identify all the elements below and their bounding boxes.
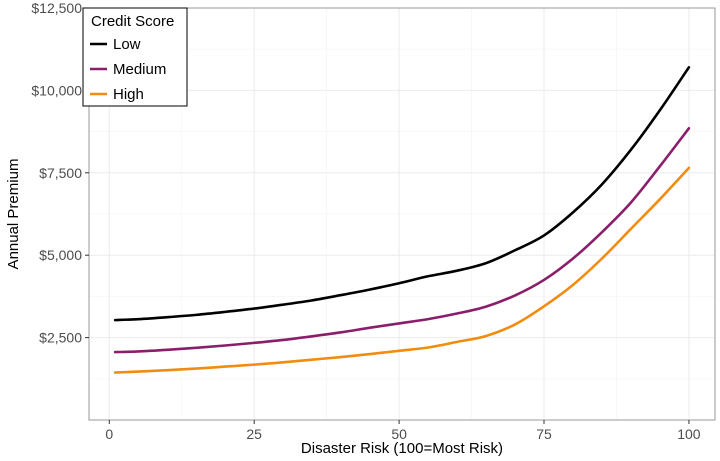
- legend-title: Credit Score: [91, 13, 174, 30]
- y-tick-label: $2,500: [39, 330, 82, 346]
- x-tick-label: 0: [105, 426, 113, 442]
- legend-label-medium: Medium: [113, 61, 166, 78]
- series-line-medium: [113, 127, 691, 354]
- x-axis-ticks: 0 25 50 75 100: [105, 420, 701, 442]
- legend: Credit Score Low Medium High: [82, 7, 188, 107]
- legend-items: Low Medium High: [90, 36, 166, 103]
- series-line-high: [113, 166, 691, 374]
- series-layer: [113, 66, 691, 374]
- y-axis-title: Annual Premium: [5, 159, 22, 270]
- x-tick-label: 75: [536, 426, 552, 442]
- legend-label-low: Low: [113, 36, 141, 53]
- y-axis-ticks: $2,500 $5,000 $7,500 $10,000 $12,500: [31, 0, 89, 346]
- minor-gridlines: [89, 8, 715, 420]
- legend-box: [82, 7, 188, 107]
- x-tick-label: 100: [677, 426, 701, 442]
- y-tick-label: $7,500: [39, 165, 82, 181]
- x-tick-label: 50: [391, 426, 407, 442]
- x-tick-label: 25: [246, 426, 262, 442]
- y-tick-label: $10,000: [31, 82, 82, 98]
- y-tick-label: $5,000: [39, 247, 82, 263]
- y-tick-label: $12,500: [31, 0, 82, 16]
- series-line-low: [113, 66, 691, 322]
- plot-panel-border: [88, 7, 716, 421]
- x-axis-title: Disaster Risk (100=Most Risk): [301, 440, 503, 457]
- legend-label-high: High: [113, 86, 144, 103]
